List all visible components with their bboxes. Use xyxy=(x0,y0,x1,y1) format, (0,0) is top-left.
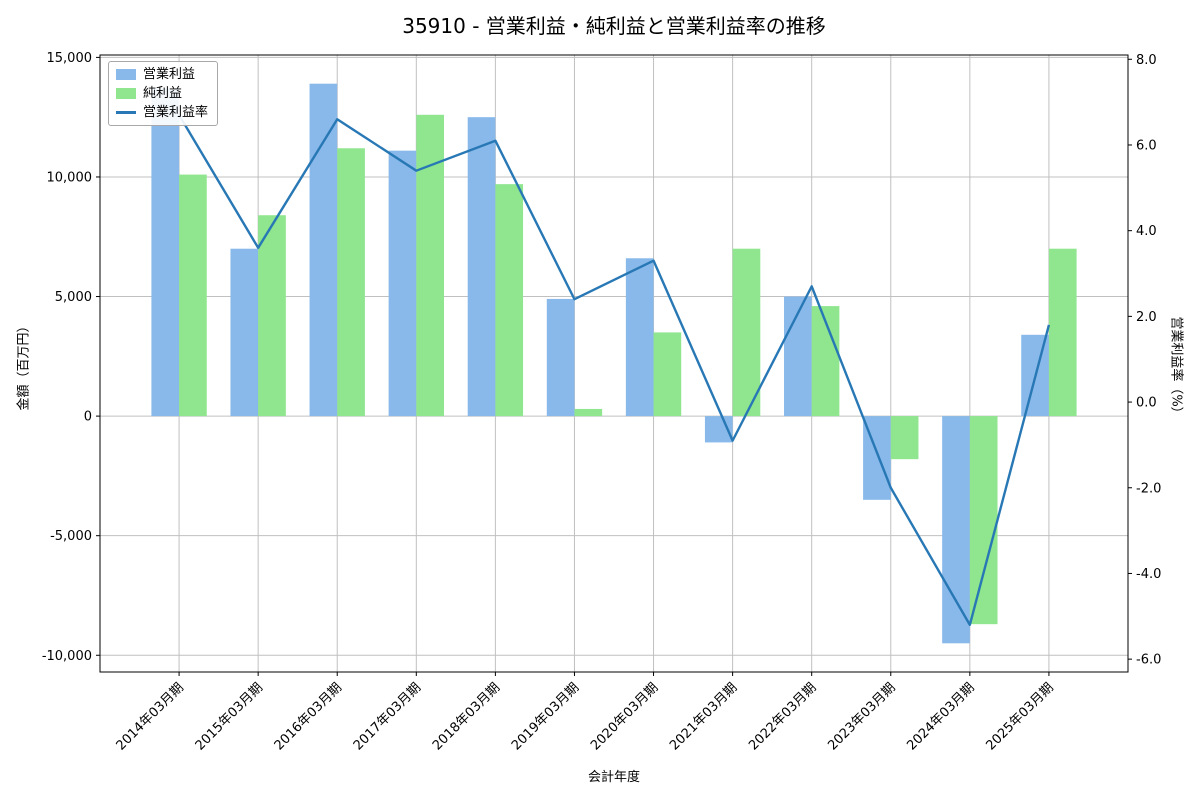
svg-text:15,000: 15,000 xyxy=(47,51,93,66)
legend-label-operating-margin: 営業利益率 xyxy=(143,105,209,120)
legend-swatch-operating-profit xyxy=(116,69,136,80)
svg-text:2015年03月期: 2015年03月期 xyxy=(193,680,266,753)
svg-text:2022年03月期: 2022年03月期 xyxy=(746,680,819,753)
svg-text:-5,000: -5,000 xyxy=(50,529,92,544)
svg-text:2017年03月期: 2017年03月期 xyxy=(351,680,424,753)
svg-text:2019年03月期: 2019年03月期 xyxy=(509,680,582,753)
svg-text:-6.0: -6.0 xyxy=(1136,653,1161,668)
legend-swatch-net-profit xyxy=(116,88,136,99)
legend-swatch-operating-margin-line xyxy=(116,111,136,114)
legend-item-operating-margin: 営業利益率 xyxy=(116,105,208,120)
svg-text:10,000: 10,000 xyxy=(47,170,93,185)
legend-item-operating-profit: 営業利益 xyxy=(116,67,208,82)
svg-text:-10,000: -10,000 xyxy=(42,649,92,664)
svg-text:6.0: 6.0 xyxy=(1136,138,1157,153)
y-axis-label-left: 金額（百万円） xyxy=(16,319,32,411)
svg-text:8.0: 8.0 xyxy=(1136,53,1157,68)
svg-text:2016年03月期: 2016年03月期 xyxy=(272,680,345,753)
x-axis-label: 会計年度 xyxy=(587,770,640,785)
svg-text:2020年03月期: 2020年03月期 xyxy=(588,680,661,753)
legend-label-net-profit: 純利益 xyxy=(143,86,183,101)
legend-label-operating-profit: 営業利益 xyxy=(143,67,196,82)
svg-text:5,000: 5,000 xyxy=(55,290,92,305)
svg-text:2024年03月期: 2024年03月期 xyxy=(904,680,977,753)
chart-legend: 営業利益 純利益 営業利益率 xyxy=(108,61,219,126)
svg-text:0: 0 xyxy=(84,410,92,425)
svg-text:2.0: 2.0 xyxy=(1136,310,1157,325)
svg-text:4.0: 4.0 xyxy=(1136,224,1157,239)
svg-text:2021年03月期: 2021年03月期 xyxy=(667,680,740,753)
svg-text:2018年03月期: 2018年03月期 xyxy=(430,680,503,753)
legend-item-net-profit: 純利益 xyxy=(116,86,208,101)
svg-text:-2.0: -2.0 xyxy=(1136,481,1161,496)
svg-text:2014年03月期: 2014年03月期 xyxy=(114,680,187,753)
svg-text:-4.0: -4.0 xyxy=(1136,567,1161,582)
svg-text:0.0: 0.0 xyxy=(1136,396,1157,411)
y-axis-label-right: 営業利益率（%） xyxy=(1168,316,1184,420)
svg-text:2023年03月期: 2023年03月期 xyxy=(825,680,898,753)
chart-title: 35910 - 営業利益・純利益と営業利益率の推移 xyxy=(402,14,826,38)
svg-text:2025年03月期: 2025年03月期 xyxy=(983,680,1056,753)
